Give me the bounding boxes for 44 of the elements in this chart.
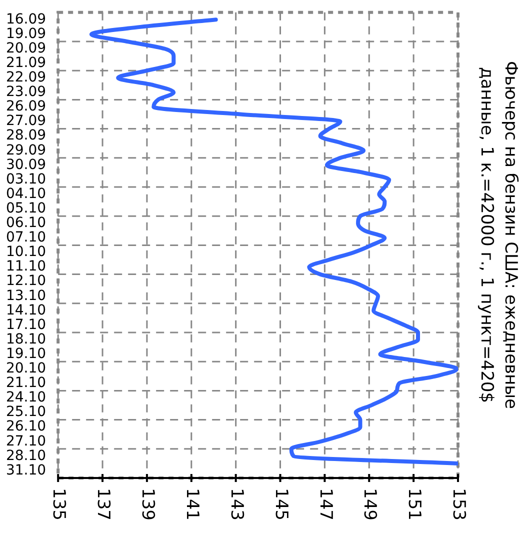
y-tick-label: 23.09 [6,84,46,100]
y-tick-label: 18.10 [6,331,46,348]
y-tick-label: 12.10 [6,273,46,290]
x-tick-label: 143 [226,488,246,520]
y-tick-label: 29.09 [6,142,46,158]
y-tick-label: 20.09 [6,40,46,56]
y-tick-label: 04.10 [6,186,46,202]
x-tick-label: 147 [315,488,336,520]
y-tick-label: 28.10 [6,448,46,464]
y-tick-label: 31.10 [6,462,46,478]
y-tick-label: 03.10 [6,171,46,188]
y-tick-label: 25.10 [6,404,46,420]
y-tick-label: 16.09 [6,11,46,28]
y-tick-label: 21.10 [6,375,46,392]
y-tick-label: 13.10 [6,288,46,304]
y-tick-label: 28.09 [6,128,46,144]
y-tick-label: 07.10 [6,230,46,246]
y-tick-label: 26.09 [6,98,46,115]
y-tick-label: 21.09 [6,54,46,71]
y-tick-label: 11.10 [6,258,46,275]
y-tick-label: 20.10 [6,360,46,377]
y-tick-label: 27.09 [6,113,46,130]
x-tick-label: 153 [448,488,469,520]
y-tick-label: 19.09 [6,26,46,42]
y-tick-label: 24.10 [6,390,46,406]
x-tick-label: 149 [360,488,380,520]
x-tick-label: 145 [270,488,291,520]
y-tick-label: 26.10 [6,418,46,435]
y-tick-label: 05.10 [6,200,46,216]
text: Фьючерс на бензин США: ежедневные [500,61,520,409]
y-tick-label: 22.09 [6,70,46,86]
y-tick-label: 14.10 [6,302,46,318]
x-tick-label: 141 [182,488,202,520]
y-tick-label: 27.10 [6,433,46,450]
y-tick-label: 17.10 [6,316,46,333]
x-tick-label: 135 [48,488,69,520]
y-tick-label: 30.09 [6,156,46,173]
y-tick-label: 19.10 [6,346,46,362]
y-tick-label: 06.10 [6,215,46,232]
x-tick-label: 151 [404,488,424,520]
y-tick-label: 10.10 [6,244,46,260]
x-tick-label: 139 [138,488,158,520]
text: данные, 1 к.=42000 г., 1 пункт=420$ [476,66,496,404]
x-tick-label: 137 [93,488,114,520]
